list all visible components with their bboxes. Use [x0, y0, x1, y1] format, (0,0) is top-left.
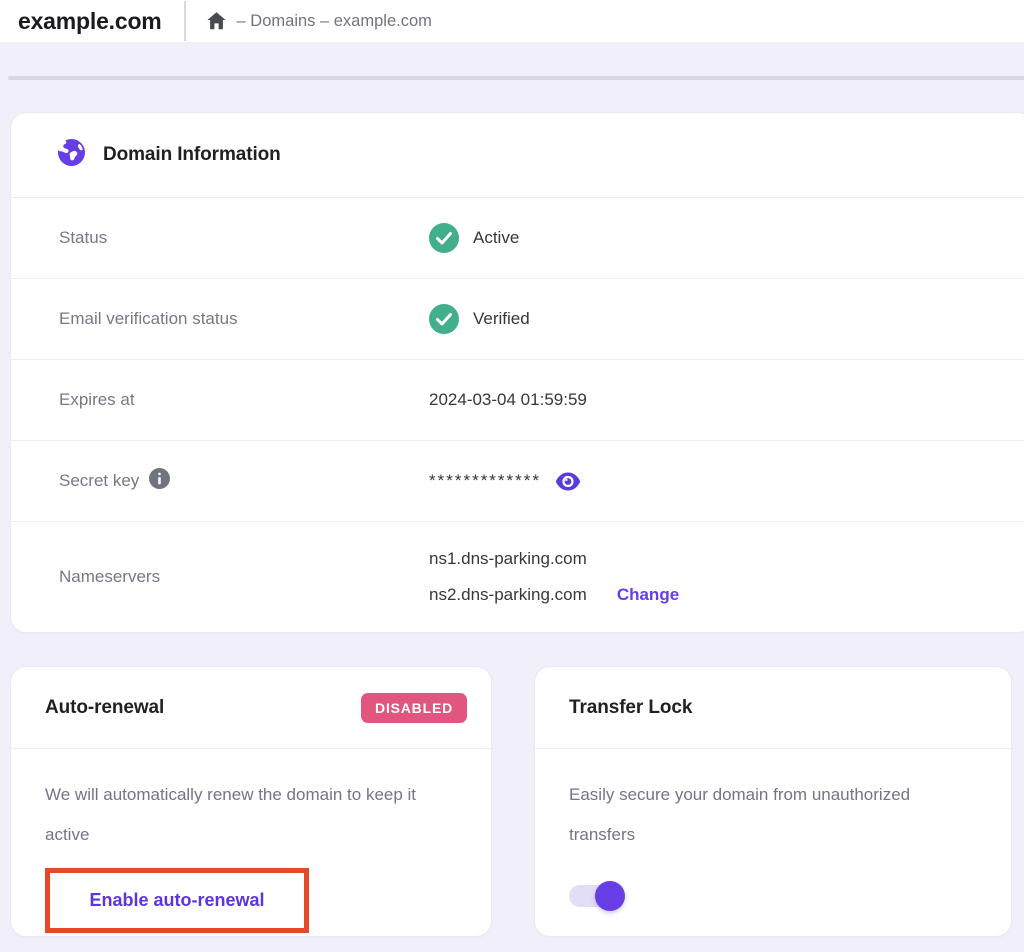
auto-renewal-title: Auto-renewal: [45, 696, 165, 718]
enable-auto-renewal-link[interactable]: Enable auto-renewal: [89, 890, 265, 910]
nameserver-1: ns1.dns-parking.com: [429, 549, 587, 568]
secret-key-label: Secret key: [59, 471, 140, 490]
breadcrumb-path[interactable]: – Domains – example.com: [236, 11, 432, 30]
top-header: example.com – Domains – example.com: [0, 0, 1024, 42]
page-title: example.com: [18, 7, 162, 34]
globe-icon: [57, 138, 86, 172]
transfer-lock-card: Transfer Lock Easily secure your domain …: [534, 666, 1012, 937]
change-nameservers-link[interactable]: Change: [616, 585, 680, 604]
secret-key-masked-value: *************: [429, 471, 542, 490]
email-verification-row: Email verification status Verified: [11, 278, 1024, 359]
nameservers-label: Nameservers: [59, 567, 161, 586]
check-circle-icon: [429, 223, 459, 253]
annotation-highlight-box: Enable auto-renewal: [45, 868, 309, 933]
band-divider-bar: [8, 76, 1024, 80]
transfer-lock-header: Transfer Lock: [535, 667, 1011, 749]
transfer-lock-title: Transfer Lock: [569, 696, 693, 718]
auto-renewal-header: Auto-renewal DISABLED: [11, 667, 491, 749]
secret-key-row: Secret key *************: [11, 440, 1024, 521]
reveal-eye-icon[interactable]: [555, 472, 581, 491]
toggle-knob: [595, 881, 625, 911]
email-verification-value: Verified: [473, 309, 530, 328]
expires-row: Expires at 2024-03-04 01:59:59: [11, 359, 1024, 440]
transfer-lock-description: Easily secure your domain from unauthori…: [569, 785, 911, 844]
home-icon[interactable]: [206, 11, 227, 31]
expires-label: Expires at: [59, 390, 135, 409]
status-row: Status Active: [11, 197, 1024, 278]
auto-renewal-card: Auto-renewal DISABLED We will automatica…: [10, 666, 492, 937]
auto-renewal-description: We will automatically renew the domain t…: [45, 785, 417, 844]
domain-information-header: Domain Information: [11, 113, 1024, 197]
header-divider: [183, 1, 186, 41]
check-circle-icon: [429, 304, 459, 334]
disabled-badge: DISABLED: [361, 692, 467, 723]
status-label: Status: [59, 228, 108, 247]
breadcrumb: – Domains – example.com: [206, 11, 432, 31]
expires-value: 2024-03-04 01:59:59: [429, 390, 587, 409]
transfer-lock-toggle[interactable]: [569, 881, 625, 911]
nameserver-2: ns2.dns-parking.com: [429, 585, 587, 604]
domain-information-title: Domain Information: [103, 144, 281, 165]
bottom-cards-row: Auto-renewal DISABLED We will automatica…: [10, 666, 1024, 937]
nameservers-row: Nameservers ns1.dns-parking.com ns2.dns-…: [11, 521, 1024, 632]
header-band: [0, 42, 1024, 112]
email-verification-label: Email verification status: [59, 309, 238, 328]
status-value: Active: [473, 228, 520, 247]
domain-information-card: Domain Information Status Active Email v…: [10, 112, 1024, 633]
info-icon[interactable]: [149, 468, 171, 494]
